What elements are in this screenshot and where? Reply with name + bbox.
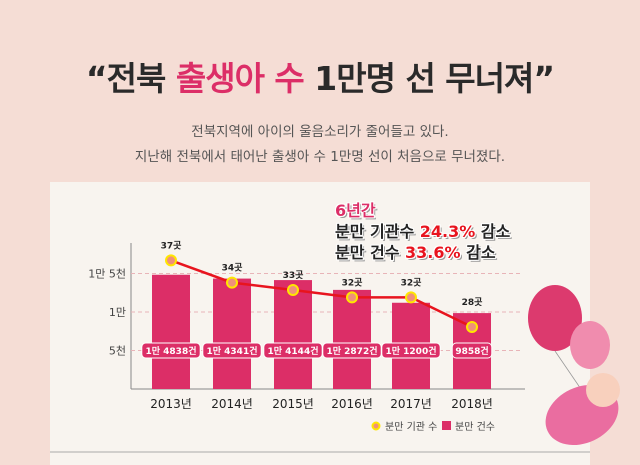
bar-label: 1만 1200건 <box>385 345 436 357</box>
bar-label: 1만 4144건 <box>267 345 318 357</box>
callout-line1-prefix: 분만 기관수 <box>335 222 420 241</box>
line-marker <box>226 276 238 289</box>
subtitle-line1: 전북지역에 아이의 울음소리가 줄어들고 있다. <box>191 124 449 140</box>
title-part2: 1만명 선 무너져 <box>303 59 534 98</box>
bar <box>333 289 371 389</box>
bar-label: 1만 4838건 <box>145 345 196 357</box>
callout-line1-suffix: 감소 <box>475 222 511 241</box>
page-title: “전북 출생아 수 1만명 선 무너져” <box>0 52 640 100</box>
x-tick-label: 2014년 <box>211 397 253 411</box>
bar-label-box <box>263 342 323 359</box>
y-tick-label: 1만 <box>109 306 126 319</box>
line-marker <box>165 254 177 267</box>
legend-label-line: 분만 기관 수 <box>385 421 437 433</box>
line-marker <box>287 284 299 296</box>
line-label: 34곳 <box>222 263 243 274</box>
x-tick-label: 2013년 <box>150 397 192 411</box>
x-tick-label: 2017년 <box>390 397 432 411</box>
x-tick-label: 2018년 <box>451 397 493 411</box>
balloon-icon <box>528 285 582 351</box>
line-label: 37곳 <box>161 240 182 251</box>
y-tick-label: 1만 5천 <box>88 267 126 281</box>
line-label: 33곳 <box>283 270 304 281</box>
line-marker <box>405 291 417 304</box>
legend-marker-bar <box>442 421 451 430</box>
callout-period: 6년간 <box>335 201 376 220</box>
callout-line1-value: 24.3% <box>419 222 476 241</box>
bar-label-box <box>322 342 382 359</box>
callout: 6년간 분만 기관수 24.3% 감소 분만 건수 33.6% 감소 <box>335 200 510 263</box>
callout-line2-prefix: 분만 건수 <box>335 243 406 262</box>
bar <box>152 274 190 389</box>
chart-panel <box>50 182 590 465</box>
bar-label: 1만 2872건 <box>326 345 377 357</box>
bar-label-box <box>141 342 201 359</box>
title-highlight: 출생아 수 <box>175 59 305 98</box>
x-tick-label: 2015년 <box>272 397 314 411</box>
callout-line2-suffix: 감소 <box>460 243 496 262</box>
bar-label-box <box>202 342 262 359</box>
quote-close: ” <box>533 59 555 98</box>
line-label: 28곳 <box>462 297 483 308</box>
x-tick-label: 2016년 <box>331 397 373 411</box>
bar-label: 1만 4341건 <box>206 345 257 357</box>
line-marker <box>466 321 478 333</box>
legend-marker-line <box>371 421 381 431</box>
balloon-icon <box>570 321 610 369</box>
legend-label-bar: 분만 건수 <box>455 421 495 433</box>
quote-open: “ <box>85 59 108 98</box>
line-label: 32곳 <box>401 277 422 288</box>
bar-label: 9858건 <box>455 345 488 357</box>
callout-line2-value: 33.6% <box>405 243 461 262</box>
line-label: 32곳 <box>342 277 363 288</box>
y-tick-label: 5천 <box>109 344 126 358</box>
baby-face-icon <box>586 373 620 407</box>
bar-label-box <box>451 342 493 359</box>
bar-label-box <box>381 342 441 359</box>
line-marker <box>346 291 358 304</box>
line-series <box>170 259 473 329</box>
bar <box>274 280 312 389</box>
bar <box>213 278 251 389</box>
title-part1: 전북 <box>106 59 176 98</box>
subtitle-line2: 지난해 전북에서 태어난 출생아 수 1만명 선이 처음으로 무너졌다. <box>134 149 506 165</box>
